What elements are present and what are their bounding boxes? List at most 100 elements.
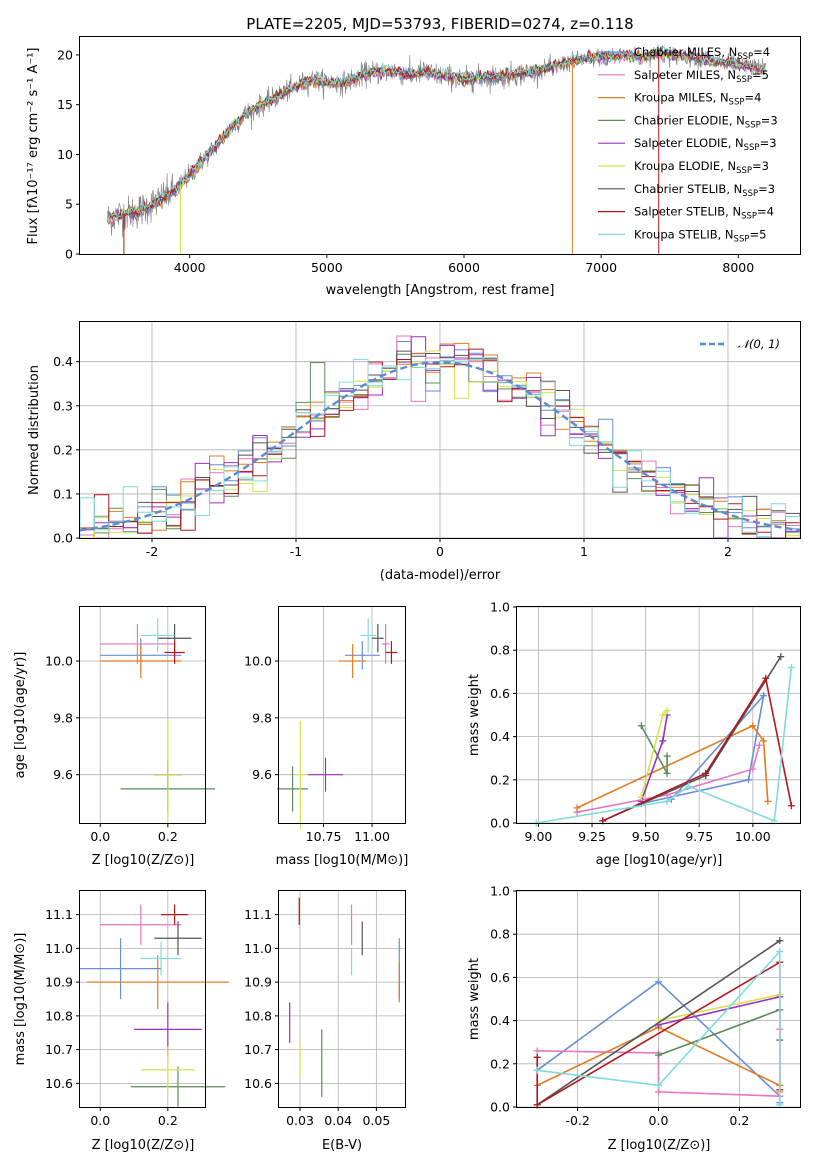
mass-weight-line xyxy=(640,714,668,802)
x-tick-label: 0.0 xyxy=(649,1113,669,1128)
normal-curve xyxy=(80,360,800,532)
x-tick-label: 9.50 xyxy=(632,829,660,844)
mass-weight-line xyxy=(658,993,780,1022)
z-mass-xlabel: Z [log10(Z/Z⊙)] xyxy=(92,1138,195,1153)
x-tick-label: 4000 xyxy=(174,260,206,275)
mass-weight-marker xyxy=(655,1081,662,1089)
mass-weight-marker xyxy=(663,752,671,760)
y-tick-label: 10.9 xyxy=(244,975,272,990)
mass-weight-marker xyxy=(787,802,795,810)
mass-age-panel: 10.75 11.00 9.6 9.8 10.0 mass [log10(M/M⊙)] xyxy=(244,606,409,868)
mass-weight-marker xyxy=(787,663,795,671)
y-tick-label: 11.1 xyxy=(244,907,272,922)
y-tick-label: 10.7 xyxy=(45,1042,73,1057)
y-tick-label: 0.1 xyxy=(53,486,73,501)
mass-weight-line xyxy=(602,676,793,822)
y-tick-label: 0.6 xyxy=(490,686,510,701)
age-weight-panel: 9.00 9.25 9.50 9.75 10.000.00.20.40.60.81.0 … xyxy=(467,600,801,868)
legend-label: Salpeter STELIB, NSSP=4 xyxy=(634,205,774,222)
ebv-mass-frame xyxy=(278,890,406,1108)
mass-weight-line xyxy=(576,744,761,813)
mass-weight-marker xyxy=(573,804,581,812)
y-tick-label: 11.0 xyxy=(45,941,73,956)
y-tick-label: 10.0 xyxy=(45,654,73,669)
mass-weight-marker xyxy=(764,797,772,805)
y-tick-label: 0.0 xyxy=(53,531,73,546)
y-tick-label: 0.4 xyxy=(490,729,510,744)
y-tick-label: 10.6 xyxy=(244,1076,272,1091)
residual-histogram xyxy=(80,356,800,538)
y-tick-label: 20 xyxy=(57,47,73,62)
legend-label: Kroupa MILES, NSSP=4 xyxy=(634,91,761,108)
mass-weight-marker xyxy=(762,674,770,682)
mass-weight-marker xyxy=(663,707,671,715)
x-tick-label: 0.0 xyxy=(90,829,110,844)
legend-label: Kroupa STELIB, NSSP=5 xyxy=(634,227,766,244)
ebv-mass-xlabel: E(B-V) xyxy=(322,1138,362,1153)
spectrum-panel: PLATE=2205, MJD=53793, FIBERID=0274, z=0… xyxy=(26,15,801,298)
ebv-mass-panel: 0.03 0.04 0.05 10.6 10.7 10.8 10.9 11.0 11.1 E(B… xyxy=(244,890,406,1153)
x-tick-label: 10.75 xyxy=(306,829,342,844)
y-tick-label: 0.4 xyxy=(53,354,73,369)
z-weight-panel: -0.2 0.0 0.2 0.0 0.2 0.4 0.6 0.8 1.0 Z [log10(Z/… xyxy=(467,884,801,1153)
x-tick-label: 0.03 xyxy=(286,1113,314,1128)
mass-age-frame xyxy=(278,606,406,824)
z-mass-panel: 0.0 0.2 10.6 10.7 10.8 10.9 11.0 11.1 Z [log10(… xyxy=(13,890,229,1153)
z-weight-xlabel: Z [log10(Z/Z⊙)] xyxy=(608,1138,711,1153)
y-tick-label: 15 xyxy=(57,97,73,112)
mass-weight-marker xyxy=(663,769,671,777)
y-tick-label: 10.6 xyxy=(45,1076,73,1091)
y-tick-label: 10.7 xyxy=(244,1042,272,1057)
x-tick-label: 7000 xyxy=(585,260,617,275)
mass-weight-marker xyxy=(655,1088,662,1096)
mass-weight-marker xyxy=(659,737,667,745)
y-tick-label: 9.8 xyxy=(53,710,73,725)
mass-age-xlabel: mass [log10(M/M⊙)] xyxy=(276,853,409,868)
residuals-ylabel: Normed distribution xyxy=(27,365,42,495)
y-tick-label: 10 xyxy=(57,147,73,162)
y-tick-label: 0.0 xyxy=(490,1100,510,1115)
mass-weight-marker xyxy=(777,653,785,661)
x-tick-label: 6000 xyxy=(448,260,480,275)
y-tick-label: 0.8 xyxy=(490,643,510,658)
x-tick-label: 0.2 xyxy=(729,1113,749,1128)
mass-weight-marker xyxy=(533,1047,541,1055)
x-tick-label: 5000 xyxy=(311,260,343,275)
y-tick-label: 0.0 xyxy=(490,816,510,831)
y-tick-label: 10.9 xyxy=(45,975,73,990)
z-age-ylabel: age [log10(age/yr)] xyxy=(13,652,28,779)
z-age-xlabel: Z [log10(Z/Z⊙)] xyxy=(92,853,195,868)
mass-weight-marker xyxy=(533,1053,541,1061)
x-tick-label: 10.00 xyxy=(735,829,771,844)
legend-label: Salpeter ELODIE, NSSP=3 xyxy=(634,136,777,153)
mass-weight-marker xyxy=(749,765,757,773)
mass-weight-line xyxy=(576,724,769,809)
z-age-panel: 0.0 0.2 9.6 9.8 10.0 Z [log10(Z/Z⊙)] age [lo… xyxy=(13,606,216,868)
y-tick-label: 10.0 xyxy=(244,654,272,669)
x-tick-label: 8000 xyxy=(722,260,754,275)
mass-weight-marker xyxy=(655,978,662,986)
spectrum-xlabel: wavelength [Angstrom, rest frame] xyxy=(326,283,555,298)
y-tick-label: 9.6 xyxy=(53,767,73,782)
x-tick-label: 9.00 xyxy=(525,829,553,844)
y-tick-label: 0 xyxy=(65,247,73,262)
spectrum-legend: Chabrier MILES, NSSP=4 Salpeter MILES, NS… xyxy=(598,45,778,244)
mass-weight-marker xyxy=(702,769,710,777)
age-weight-ylabel: mass weight xyxy=(467,674,482,756)
age-weight-frame xyxy=(516,606,801,824)
mass-weight-marker xyxy=(776,937,784,945)
x-tick-label: 0.2 xyxy=(158,829,178,844)
mass-weight-marker xyxy=(755,741,763,749)
y-tick-label: 11.0 xyxy=(244,941,272,956)
z-mass-frame xyxy=(79,890,206,1108)
mass-weight-marker xyxy=(663,797,671,805)
spectrum-frame xyxy=(79,36,801,255)
mass-weight-marker xyxy=(760,692,768,700)
residuals-legend: 𝒩(0, 1) xyxy=(700,337,780,351)
residuals-xlabel: (data-model)/error xyxy=(380,568,501,583)
y-tick-label: 1.0 xyxy=(490,600,510,615)
mass-weight-line xyxy=(536,940,781,1106)
z-mass-ylabel: mass [log10(M/M⊙)] xyxy=(13,933,28,1066)
y-tick-label: 0.6 xyxy=(490,970,510,985)
